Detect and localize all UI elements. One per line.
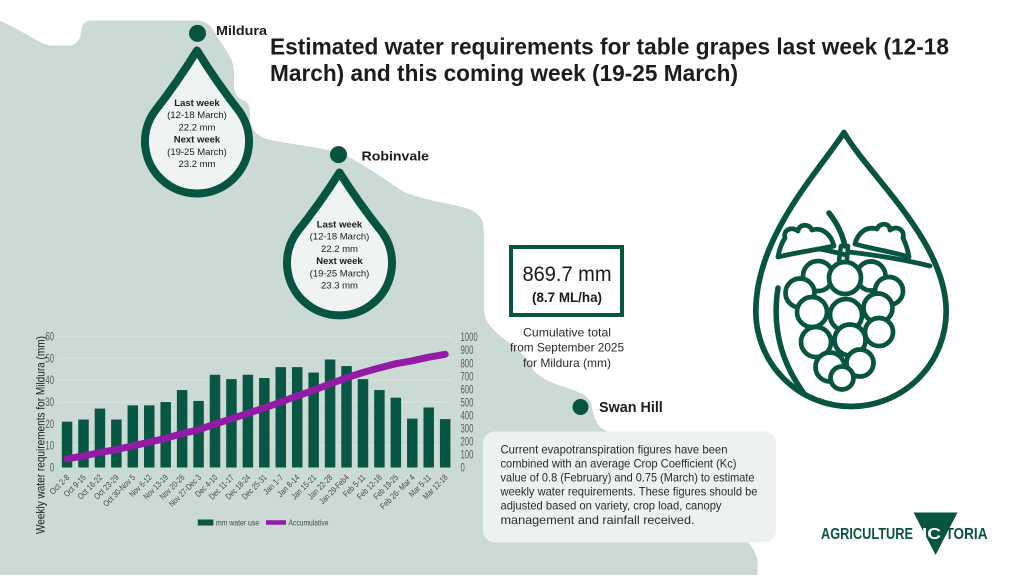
- svg-text:March) and this coming week (1: March) and this coming week (19-25 March…: [270, 60, 738, 86]
- svg-text:Robinvale: Robinvale: [362, 149, 430, 164]
- svg-text:weekly water requirements. The: weekly water requirements. These figures…: [500, 485, 758, 499]
- svg-text:from September 2025: from September 2025: [510, 341, 624, 355]
- svg-text:22.2 mm: 22.2 mm: [321, 244, 358, 255]
- svg-text:23.3 mm: 23.3 mm: [321, 281, 358, 292]
- svg-text:Accumulative: Accumulative: [289, 518, 329, 527]
- svg-text:(19-25 March): (19-25 March): [167, 147, 227, 158]
- svg-text:23.2 mm: 23.2 mm: [179, 159, 216, 170]
- svg-text:value of 0.8 (February) and 0.: value of 0.8 (February) and 0.75 (March)…: [501, 471, 755, 485]
- svg-text:1000: 1000: [461, 332, 478, 344]
- svg-text:Current evapotranspiration fig: Current evapotranspiration figures have …: [501, 442, 728, 456]
- svg-text:50: 50: [45, 353, 54, 365]
- svg-text:22.2 mm: 22.2 mm: [179, 122, 216, 133]
- svg-text:30: 30: [45, 397, 54, 409]
- svg-text:60: 60: [45, 332, 54, 344]
- svg-text:Swan Hill: Swan Hill: [599, 399, 663, 416]
- svg-text:mm water use: mm water use: [216, 518, 259, 527]
- svg-text:600: 600: [461, 384, 474, 396]
- svg-text:Last week: Last week: [317, 220, 363, 231]
- svg-text:management and rainfall receiv: management and rainfall received.: [501, 513, 695, 527]
- svg-text:869.7 mm: 869.7 mm: [523, 263, 612, 286]
- svg-text:AGRICULTURE: AGRICULTURE: [821, 526, 913, 543]
- svg-text:400: 400: [461, 410, 474, 422]
- svg-text:200: 200: [461, 436, 474, 448]
- svg-text:(19-25 March): (19-25 March): [310, 268, 370, 279]
- svg-text:0: 0: [50, 463, 54, 475]
- svg-text:100: 100: [461, 450, 474, 462]
- svg-text:Next week: Next week: [174, 135, 221, 146]
- svg-text:TORIA: TORIA: [946, 526, 988, 543]
- svg-text:40: 40: [45, 375, 54, 387]
- svg-text:800: 800: [461, 358, 474, 370]
- svg-text:900: 900: [461, 345, 474, 357]
- svg-text:700: 700: [461, 371, 474, 383]
- svg-text:Weekly water requirements for: Weekly water requirements for Mildura (m…: [34, 336, 48, 534]
- svg-text:for Mildura (mm): for Mildura (mm): [523, 356, 611, 370]
- svg-text:Cumulative total: Cumulative total: [523, 325, 611, 339]
- svg-text:IC: IC: [922, 526, 941, 543]
- svg-text:20: 20: [45, 419, 54, 431]
- svg-text:10: 10: [45, 441, 54, 453]
- svg-text:300: 300: [461, 423, 474, 435]
- svg-text:adjusted based on variety, cro: adjusted based on variety, crop load, ca…: [501, 499, 722, 513]
- svg-text:Estimated water requirements f: Estimated water requirements for table g…: [270, 34, 949, 60]
- svg-text:(8.7 ML/ha): (8.7 ML/ha): [532, 290, 602, 305]
- svg-text:combined with an average Crop: combined with an average Crop Coefficien…: [501, 457, 737, 471]
- svg-text:(12-18 March): (12-18 March): [167, 110, 227, 121]
- svg-text:Last week: Last week: [174, 98, 220, 109]
- svg-text:0: 0: [461, 463, 465, 475]
- svg-text:(12-18 March): (12-18 March): [310, 232, 370, 243]
- svg-text:Mildura: Mildura: [216, 23, 268, 38]
- svg-text:500: 500: [461, 397, 474, 409]
- svg-text:Next week: Next week: [316, 256, 363, 267]
